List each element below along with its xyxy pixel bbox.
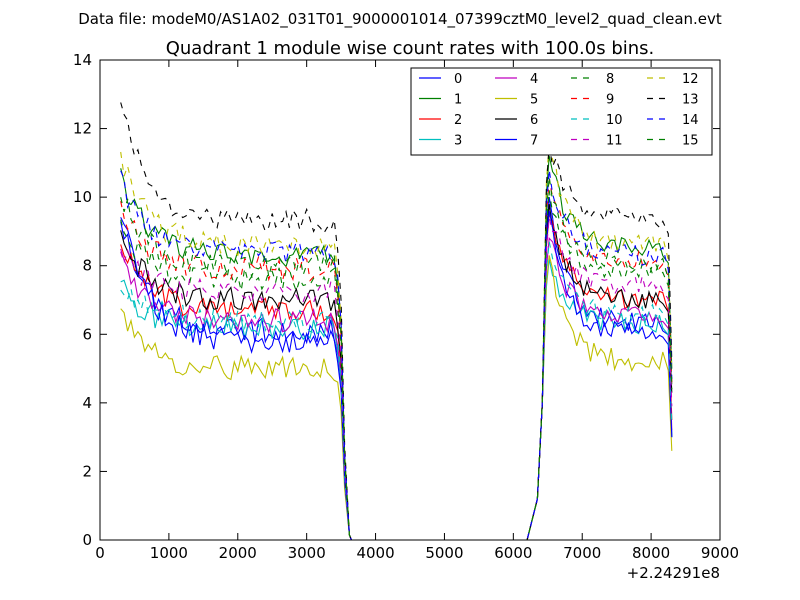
legend-label-0: 0	[454, 72, 462, 87]
x-tick-label: 2000	[219, 544, 257, 562]
series-line-7	[120, 210, 673, 541]
series-line-14	[120, 169, 673, 541]
x-tick-label: 1000	[150, 544, 188, 562]
legend-label-7: 7	[530, 134, 538, 149]
y-tick-label: 14	[73, 51, 92, 69]
legend-label-5: 5	[530, 93, 538, 108]
series-layer	[120, 102, 673, 541]
series-line-4	[120, 237, 673, 541]
series-line-8	[120, 190, 673, 541]
legend-label-15: 15	[682, 134, 699, 149]
legend-label-14: 14	[682, 113, 699, 128]
x-tick-label: 8000	[632, 544, 670, 562]
y-tick-label: 6	[82, 325, 92, 343]
suptitle: Data file: modeM0/AS1A02_031T01_90000010…	[78, 10, 722, 29]
series-line-15	[120, 176, 673, 541]
series-line-6	[120, 203, 673, 541]
x-tick-label: 4000	[356, 544, 394, 562]
series-line-11	[120, 217, 673, 541]
series-line-5	[120, 255, 673, 541]
legend-label-6: 6	[530, 113, 538, 128]
x-tick-label: 9000	[701, 544, 739, 562]
y-tick-label: 0	[82, 531, 92, 549]
legend-label-10: 10	[606, 113, 623, 128]
y-tick-label: 4	[82, 394, 92, 412]
legend-label-1: 1	[454, 93, 462, 108]
y-tick-label: 2	[82, 462, 92, 480]
x-axis: 0 1000 2000 3000 4000 5000 6000 7000 8000 9000	[95, 60, 739, 562]
series-line-12	[120, 142, 673, 541]
x-tick-label: 7000	[563, 544, 601, 562]
legend-label-8: 8	[606, 72, 614, 87]
series-line-2	[120, 212, 673, 541]
series-line-9	[120, 179, 673, 541]
legend-label-11: 11	[606, 134, 623, 149]
x-tick-label: 3000	[288, 544, 326, 562]
x-tick-label: 5000	[425, 544, 463, 562]
legend-label-13: 13	[682, 93, 699, 108]
x-offset-label: +2.24291e8	[627, 564, 720, 582]
legend-label-3: 3	[454, 134, 462, 149]
legend-label-2: 2	[454, 113, 462, 128]
y-tick-label: 10	[73, 188, 92, 206]
series-line-1	[120, 155, 673, 541]
x-tick-label: 0	[95, 544, 105, 562]
legend-label-9: 9	[606, 93, 614, 108]
plot-frame	[99, 59, 721, 541]
legend-box	[410, 67, 713, 156]
y-tick-label: 8	[82, 257, 92, 275]
y-tick-label: 12	[73, 120, 92, 138]
x-tick-label: 6000	[494, 544, 532, 562]
series-line-13	[120, 102, 673, 541]
legend-label-12: 12	[682, 72, 699, 87]
legend-label-4: 4	[530, 72, 538, 87]
series-line-0	[120, 197, 673, 541]
chart-title: Quadrant 1 module wise count rates with …	[166, 38, 655, 59]
